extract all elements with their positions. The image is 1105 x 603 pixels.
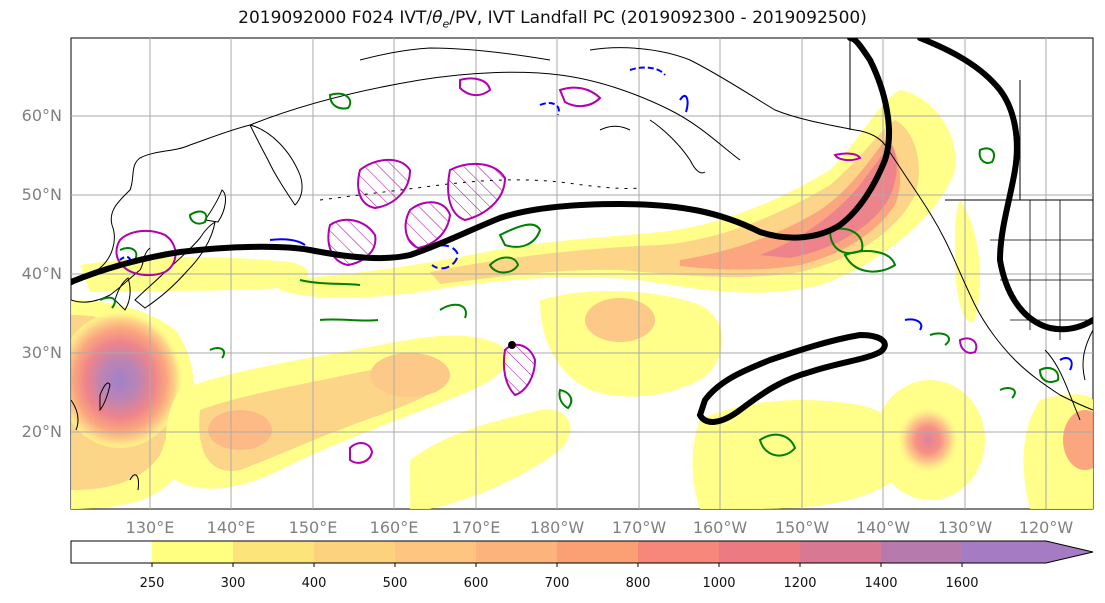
landfall-pc-contour — [71, 38, 1093, 425]
colorbar-label: 1400 — [864, 576, 898, 591]
colorbar-label: 500 — [382, 576, 408, 591]
lon-label-140w: 140°W — [855, 518, 911, 537]
lon-label-130w: 130°W — [937, 518, 993, 537]
figure-title: 2019092000 F024 IVT/θe/PV, IVT Landfall … — [238, 8, 867, 31]
lon-label-160w: 160°W — [692, 518, 748, 537]
lat-label-60n: 60°N — [21, 106, 62, 125]
colorbar — [70, 540, 1094, 567]
lon-label-130e: 130°E — [125, 518, 175, 537]
colorbar-label: 600 — [463, 576, 489, 591]
negative-contours — [119, 66, 1073, 371]
lon-label-140e: 140°E — [206, 518, 256, 537]
colorbar-label: 1600 — [945, 576, 979, 591]
colorbar-label: 700 — [544, 576, 570, 591]
lon-label-120w: 120°W — [1018, 518, 1074, 537]
lon-label-170e: 170°E — [451, 518, 501, 537]
lon-label-180w: 180°W — [529, 518, 585, 537]
graticule — [71, 38, 1093, 509]
colorbar-label: 400 — [301, 576, 327, 591]
theta-e-contours — [99, 92, 1060, 457]
lon-label-150e: 150°E — [288, 518, 338, 537]
lon-label-160e: 160°E — [369, 518, 419, 537]
colorbar-label: 300 — [220, 576, 246, 591]
lat-label-40n: 40°N — [21, 264, 62, 283]
lon-label-150w: 150°W — [774, 518, 830, 537]
lat-label-50n: 50°N — [21, 185, 62, 204]
colorbar-label: 800 — [625, 576, 651, 591]
colorbar-label: 250 — [139, 576, 165, 591]
storm-marker — [508, 341, 516, 349]
lon-label-170w: 170°W — [611, 518, 667, 537]
colorbar-label: 1000 — [702, 576, 736, 591]
lat-label-20n: 20°N — [21, 422, 62, 441]
lat-label-30n: 30°N — [21, 343, 62, 362]
colorbar-label: 1200 — [783, 576, 817, 591]
ivt-shading — [71, 90, 1093, 509]
